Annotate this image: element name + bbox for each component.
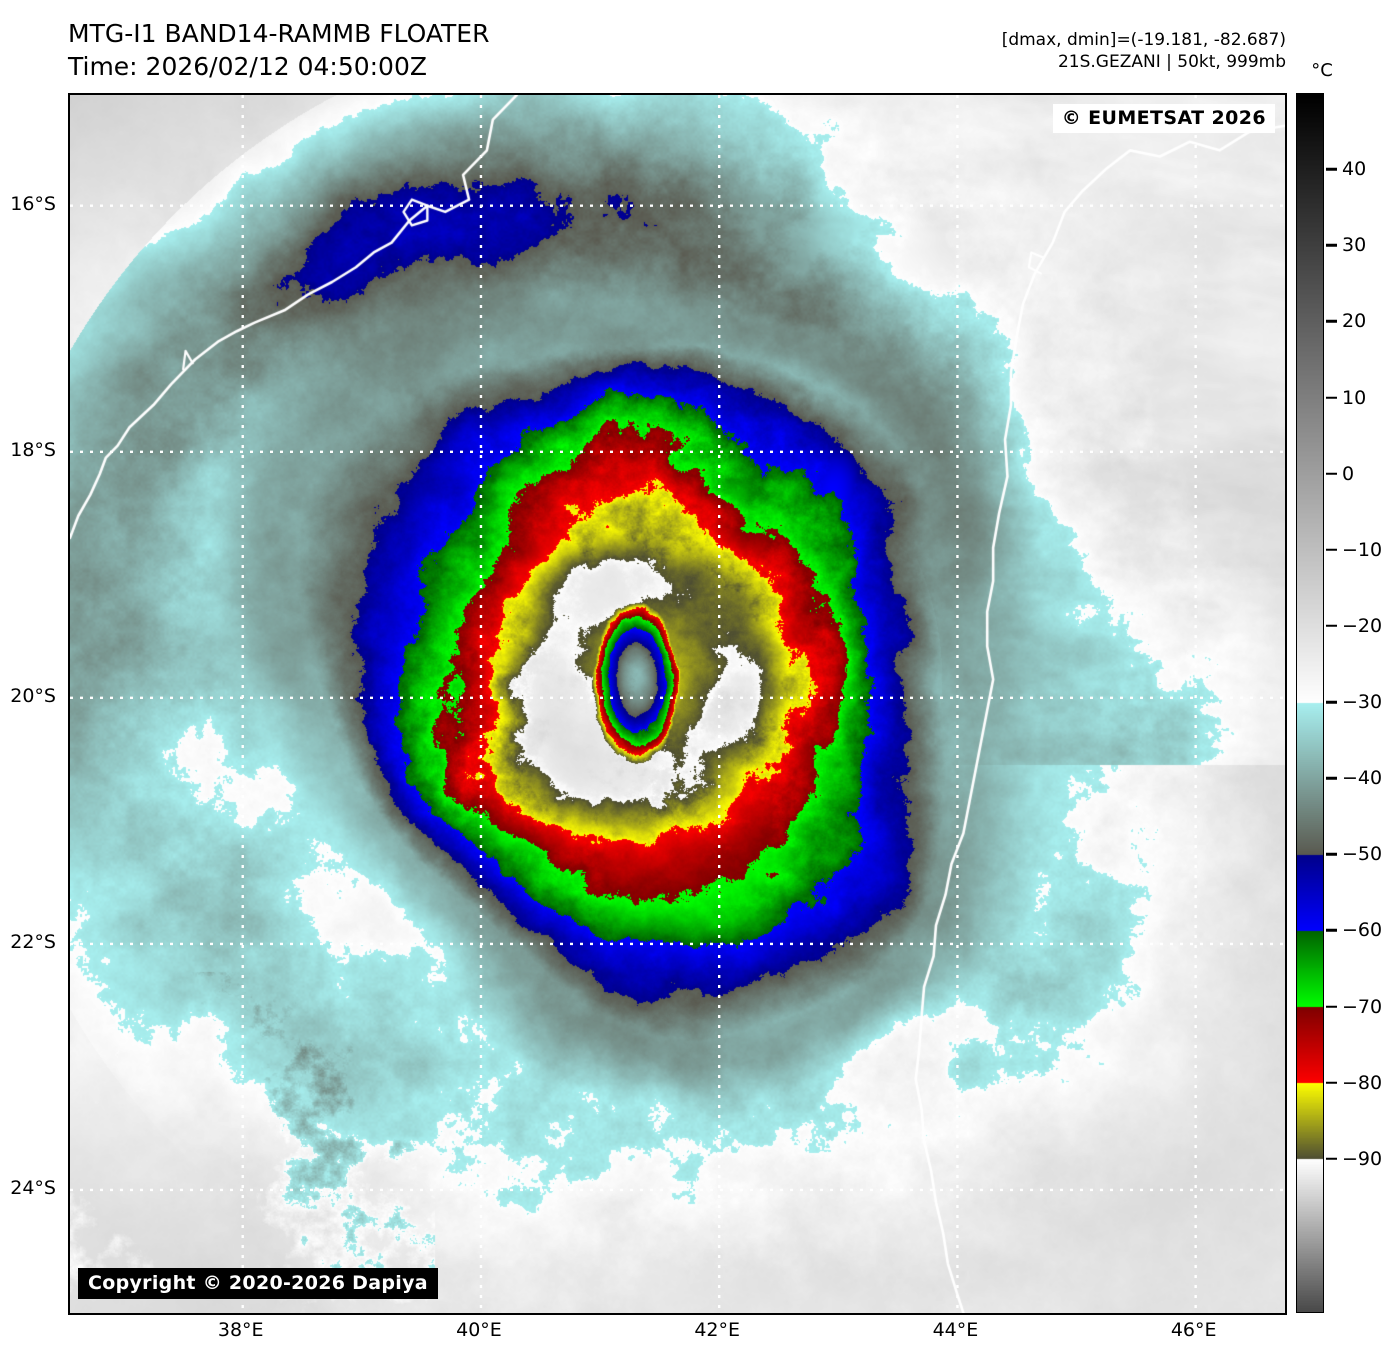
colorbar-tick-label: −50 <box>1342 843 1383 866</box>
colorbar-tick-mark <box>1326 548 1337 551</box>
colorbar-tick-mark <box>1326 929 1337 932</box>
colorbar-tick-mark <box>1326 700 1337 704</box>
storm-info-label: 21S.GEZANI | 50kt, 999mb <box>1057 51 1286 72</box>
colorbar-tick-mark <box>1326 244 1337 247</box>
colorbar-tick-label: −40 <box>1342 767 1383 790</box>
longitude-tick-label: 42°E <box>694 1319 741 1341</box>
time-label: Time: 2026/02/12 04:50:00Z <box>68 51 427 81</box>
colorbar-tick-mark <box>1326 1005 1337 1008</box>
colorbar-tick-mark <box>1326 624 1337 628</box>
colorbar-tick-label: 10 <box>1342 386 1367 409</box>
longitude-tick-label: 38°E <box>217 1319 264 1341</box>
colorbar-tick-label: −70 <box>1342 995 1383 1018</box>
longitude-tick-label: 44°E <box>932 1319 979 1341</box>
eumetsat-watermark: © EUMETSAT 2026 <box>1052 104 1275 133</box>
colorbar-tick-label: −90 <box>1342 1147 1383 1170</box>
colorbar-tick-label: −20 <box>1342 614 1383 637</box>
colorbar-gradient-canvas <box>1297 94 1323 1312</box>
colorbar-unit-label: °C <box>1311 60 1333 81</box>
latitude-tick-label: 20°S <box>10 684 56 707</box>
metadata-block: [dmax, dmin]=(-19.181, -82.687) 21S.GEZA… <box>1002 30 1286 74</box>
dapiya-copyright-watermark: Copyright © 2020-2026 Dapiya <box>78 1268 438 1299</box>
colorbar-tick-label: 0 <box>1342 462 1355 485</box>
colorbar-tick-label: 40 <box>1342 158 1367 181</box>
colorbar-tick-label: 20 <box>1342 310 1367 333</box>
colorbar-tick-label: −60 <box>1342 919 1383 942</box>
colorbar-tick-mark <box>1326 853 1337 856</box>
latitude-tick-label: 18°S <box>10 438 56 461</box>
lat-lon-graticule <box>70 95 1285 1313</box>
colorbar-tick-mark <box>1326 1157 1337 1160</box>
colorbar-tick-mark <box>1326 320 1337 323</box>
temperature-colorbar[interactable] <box>1296 93 1324 1313</box>
dmax-dmin-label: [dmax, dmin]=(-19.181, -82.687) <box>1001 30 1286 50</box>
colorbar-tick-label: 30 <box>1342 234 1367 257</box>
colorbar-tick-mark <box>1326 396 1337 399</box>
colorbar-tick-label: −30 <box>1342 691 1383 713</box>
latitude-tick-label: 22°S <box>10 930 56 953</box>
colorbar-tick-mark <box>1326 167 1337 171</box>
satellite-imagery-canvas <box>70 95 1285 1313</box>
longitude-tick-label: 46°E <box>1170 1319 1217 1341</box>
satellite-image-plot[interactable]: © EUMETSAT 2026 Copyright © 2020-2026 Da… <box>68 93 1287 1315</box>
colorbar-tick-mark <box>1326 1081 1337 1084</box>
latitude-tick-label: 16°S <box>10 192 56 215</box>
colorbar-tick-mark <box>1326 472 1337 475</box>
latitude-tick-label: 24°S <box>10 1176 56 1199</box>
colorbar-tick-mark <box>1326 776 1337 780</box>
product-title: MTG-I1 BAND14-RAMMB FLOATER <box>68 19 490 48</box>
longitude-tick-label: 40°E <box>456 1319 502 1341</box>
colorbar-tick-label: −80 <box>1342 1071 1383 1094</box>
title-block: MTG-I1 BAND14-RAMMB FLOATER Time: 2026/0… <box>68 18 489 83</box>
colorbar-tick-label: −10 <box>1342 538 1383 561</box>
